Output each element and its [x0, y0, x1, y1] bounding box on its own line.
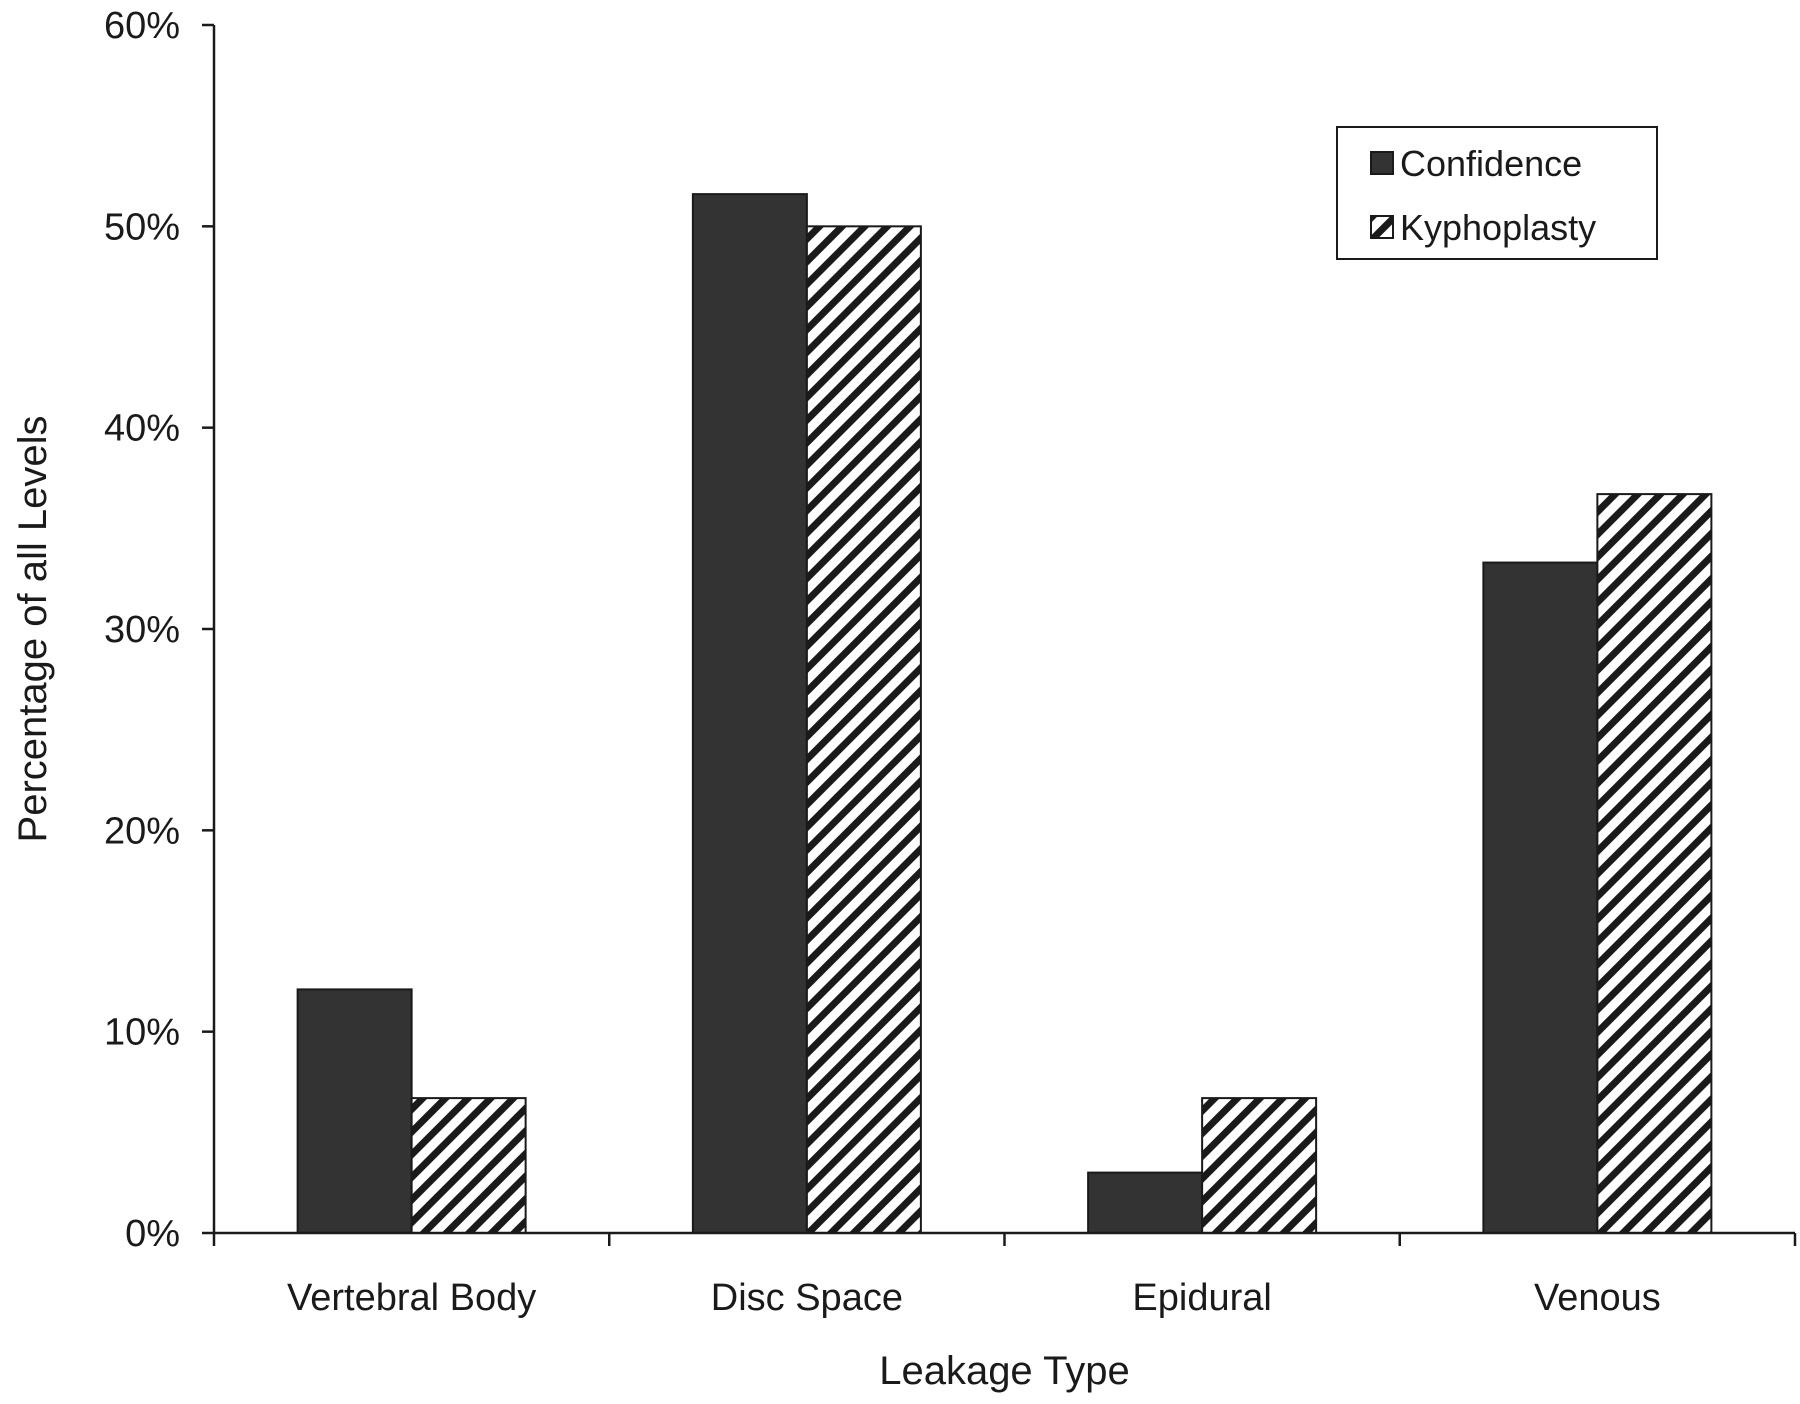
- bar-kyphoplasty-epidural: [1201, 1097, 1318, 1235]
- y-tick-label: 50%: [104, 206, 180, 248]
- legend-label-confidence: Confidence: [1400, 143, 1582, 184]
- y-tick-label: 10%: [104, 1012, 180, 1054]
- x-tick-label-epidural: Epidural: [1132, 1277, 1271, 1319]
- bar-kyphoplasty-disc-space: [805, 225, 922, 1235]
- y-tick-label: 40%: [104, 408, 180, 450]
- bar-kyphoplasty-vertebral-body: [410, 1097, 527, 1235]
- y-tick-label: 60%: [104, 5, 180, 47]
- bars-group: [296, 193, 1713, 1235]
- legend: Confidence Kyphoplasty: [1336, 126, 1658, 260]
- bar-confidence-epidural: [1087, 1171, 1204, 1234]
- y-axis-title: Percentage of all Levels: [11, 416, 55, 843]
- y-tick-label: 30%: [104, 609, 180, 651]
- y-ticks-group: 0% 10% 20% 30% 40% 50% 60%: [104, 5, 214, 1255]
- bar-confidence-disc-space: [691, 193, 808, 1234]
- x-tick-label-venous: Venous: [1534, 1277, 1661, 1319]
- x-axis-title: Leakage Type: [879, 1349, 1130, 1393]
- x-tick-label-disc-space: Disc Space: [711, 1277, 903, 1319]
- y-tick-label: 0%: [125, 1213, 180, 1255]
- bar-confidence-vertebral-body: [296, 988, 413, 1234]
- legend-swatch-kyphoplasty: [1370, 215, 1394, 239]
- bar-confidence-venous: [1482, 561, 1599, 1234]
- legend-swatch-confidence: [1370, 151, 1394, 175]
- legend-label-kyphoplasty: Kyphoplasty: [1400, 207, 1596, 248]
- x-ticks-group: Vertebral Body Disc Space Epidural Venous: [212, 1233, 1797, 1319]
- bar-kyphoplasty-venous: [1596, 493, 1713, 1234]
- y-tick-label: 20%: [104, 810, 180, 852]
- x-tick-label-vertebral-body: Vertebral Body: [287, 1277, 536, 1319]
